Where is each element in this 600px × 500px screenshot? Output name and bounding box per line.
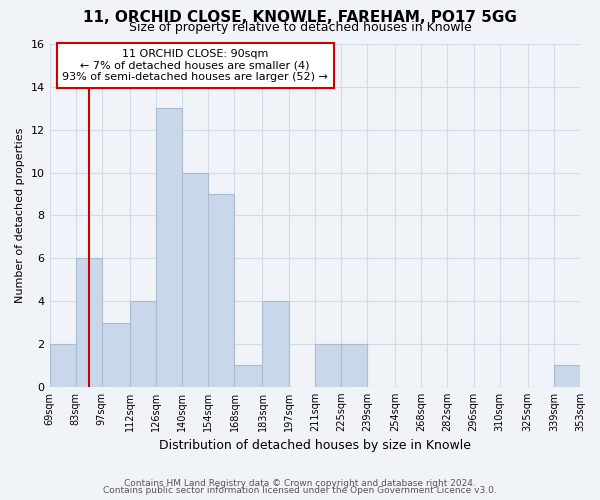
- Text: Contains HM Land Registry data © Crown copyright and database right 2024.: Contains HM Land Registry data © Crown c…: [124, 478, 476, 488]
- Bar: [50, 344, 76, 387]
- Bar: [235, 366, 262, 387]
- Bar: [208, 194, 235, 387]
- Bar: [156, 108, 182, 387]
- Bar: [341, 344, 367, 387]
- Text: 11 ORCHID CLOSE: 90sqm
← 7% of detached houses are smaller (4)
93% of semi-detac: 11 ORCHID CLOSE: 90sqm ← 7% of detached …: [62, 49, 328, 82]
- Text: Size of property relative to detached houses in Knowle: Size of property relative to detached ho…: [128, 21, 472, 34]
- Y-axis label: Number of detached properties: Number of detached properties: [15, 128, 25, 303]
- Bar: [102, 322, 130, 387]
- Bar: [262, 301, 289, 387]
- Bar: [554, 366, 580, 387]
- Bar: [76, 258, 102, 387]
- Bar: [130, 301, 156, 387]
- Text: Contains public sector information licensed under the Open Government Licence v3: Contains public sector information licen…: [103, 486, 497, 495]
- Text: 11, ORCHID CLOSE, KNOWLE, FAREHAM, PO17 5GG: 11, ORCHID CLOSE, KNOWLE, FAREHAM, PO17 …: [83, 10, 517, 25]
- Bar: [315, 344, 341, 387]
- X-axis label: Distribution of detached houses by size in Knowle: Distribution of detached houses by size …: [159, 440, 471, 452]
- Bar: [182, 172, 208, 387]
